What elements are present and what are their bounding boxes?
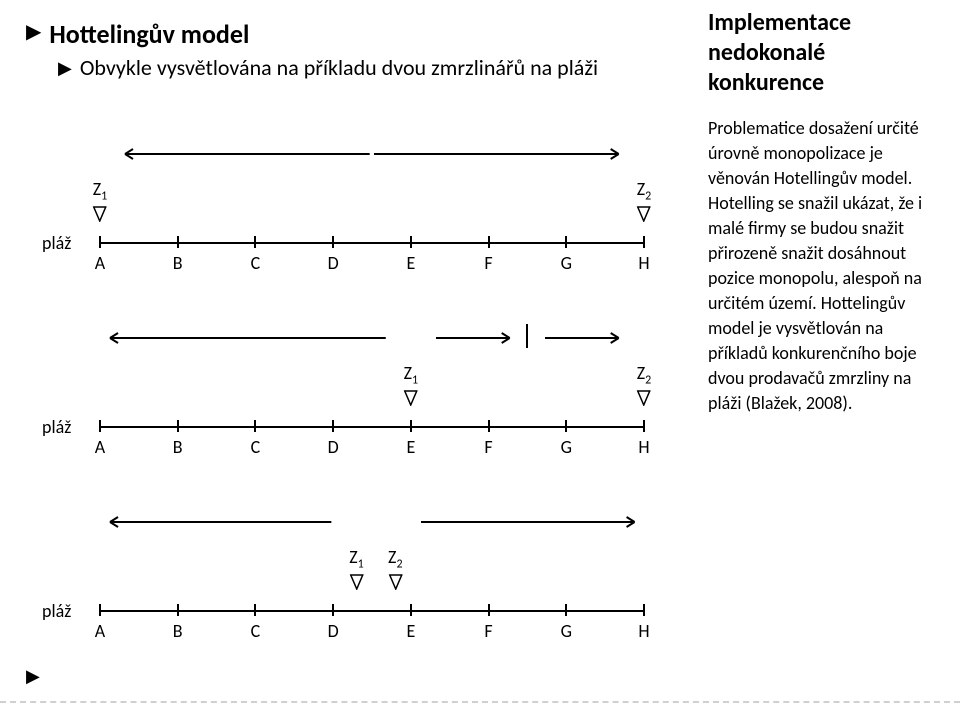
tick-label: E xyxy=(406,436,415,458)
tick-label: C xyxy=(251,252,261,274)
vendor-z2: Z2 xyxy=(637,178,652,222)
tick-label: A xyxy=(95,252,105,274)
slide-heading: ▶ Hottelingův model xyxy=(26,18,686,50)
vendor-z1: Z1 xyxy=(349,546,364,590)
tick xyxy=(177,604,179,616)
tick xyxy=(254,420,256,432)
tick-label: C xyxy=(251,436,261,458)
number-line xyxy=(100,242,644,244)
tick-label: A xyxy=(95,620,105,642)
tick xyxy=(254,236,256,248)
tick-label: H xyxy=(638,436,649,458)
tick-label: H xyxy=(638,620,649,642)
beach-label: pláž xyxy=(42,416,71,438)
footer-divider xyxy=(0,701,960,703)
footer-arrow-icon: ▶ xyxy=(26,665,40,687)
tick-label: G xyxy=(561,620,572,642)
tick xyxy=(565,604,567,616)
number-line xyxy=(100,610,644,612)
vendor-z2: Z2 xyxy=(388,546,403,590)
tick xyxy=(565,236,567,248)
tick-label: G xyxy=(561,252,572,274)
beach-diagram: pláž A B C D E F G H Z1 Z2 xyxy=(42,304,662,474)
tick xyxy=(565,420,567,432)
vendor-z1: Z1 xyxy=(93,178,108,222)
tick xyxy=(643,604,645,616)
vendor-z2: Z2 xyxy=(637,362,652,406)
tick-label: F xyxy=(484,436,492,458)
arrows xyxy=(42,332,662,346)
tick xyxy=(410,604,412,616)
tick xyxy=(332,420,334,432)
arrows xyxy=(42,148,662,162)
side-title-line3: konkurence xyxy=(708,68,824,97)
tick xyxy=(99,420,101,432)
tick xyxy=(332,236,334,248)
tick xyxy=(254,604,256,616)
tick-label: H xyxy=(638,252,649,274)
tick-label: B xyxy=(173,252,183,274)
tick xyxy=(332,604,334,616)
split-marker xyxy=(526,324,528,348)
side-title-line2: nedokonalé xyxy=(708,38,825,67)
number-line xyxy=(100,426,644,428)
tick xyxy=(488,420,490,432)
side-note: Implementace nedokonalé konkurence Probl… xyxy=(708,8,944,416)
beach-diagram: pláž A B C D E F G H Z1 Z2 xyxy=(42,120,662,290)
tick-label: C xyxy=(251,620,261,642)
tick xyxy=(643,420,645,432)
slide-subheading: ▶ Obvykle vysvětlována na příkladu dvou … xyxy=(26,54,686,82)
diagram-stack: pláž A B C D E F G H Z1 Z2 pláž A B C D E F G H Z1 Z2 pláž A B C D… xyxy=(42,120,662,672)
tick xyxy=(177,236,179,248)
tick-label: D xyxy=(328,620,339,642)
tick-label: D xyxy=(328,436,339,458)
beach-label: pláž xyxy=(42,232,71,254)
tick-label: E xyxy=(406,620,415,642)
subheading-text: Obvykle vysvětlována na příkladu dvou zm… xyxy=(80,54,598,82)
heading-text: Hottelingův model xyxy=(49,18,249,50)
tick-label: B xyxy=(173,436,183,458)
tick xyxy=(488,604,490,616)
tick-label: G xyxy=(561,436,572,458)
bullet-arrow-icon: ▶ xyxy=(26,18,41,46)
beach-diagram: pláž A B C D E F G H Z1 Z2 xyxy=(42,488,662,658)
side-body-text: Problematice dosažení určité úrovně mono… xyxy=(708,116,944,416)
vendor-z1: Z1 xyxy=(404,362,419,406)
tick-label: F xyxy=(484,252,492,274)
tick xyxy=(177,420,179,432)
side-title-line1: Implementace xyxy=(708,8,851,37)
tick-label: D xyxy=(328,252,339,274)
tick-label: E xyxy=(406,252,415,274)
tick-label: A xyxy=(95,436,105,458)
tick xyxy=(643,236,645,248)
tick xyxy=(410,236,412,248)
tick xyxy=(99,236,101,248)
tick xyxy=(410,420,412,432)
beach-label: pláž xyxy=(42,600,71,622)
tick xyxy=(99,604,101,616)
tick-label: F xyxy=(484,620,492,642)
tick xyxy=(488,236,490,248)
tick-label: B xyxy=(173,620,183,642)
arrows xyxy=(42,516,662,530)
sub-bullet-icon: ▶ xyxy=(58,54,72,82)
